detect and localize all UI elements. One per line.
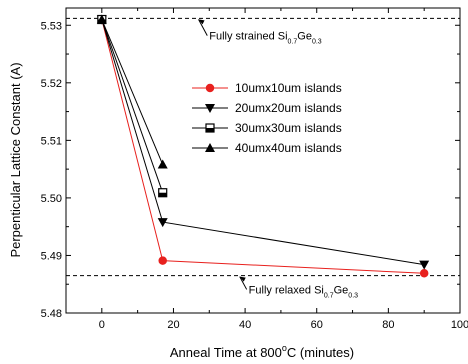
annotation-text: Fully strained Si	[209, 31, 287, 43]
data-point	[419, 269, 429, 278]
annotation-subscript: 0.7	[288, 39, 298, 46]
x-tick-label: 20	[167, 319, 179, 331]
data-point	[158, 188, 168, 198]
legend-label: 10umx10um islands	[235, 81, 342, 95]
axis-ticks	[66, 8, 461, 314]
series-line	[101, 19, 164, 165]
annotation-text: Fully relaxed Si	[249, 284, 324, 296]
legend-label: 30umx30um islands	[235, 121, 342, 135]
data-point	[419, 260, 430, 270]
data-point	[205, 143, 215, 152]
plot-frame	[65, 7, 461, 314]
annotation-subscript: 0.3	[312, 39, 322, 46]
data-point	[158, 256, 167, 265]
data-point	[157, 159, 168, 169]
annotation-arrowhead	[239, 276, 246, 282]
x-axis-label-prefix: Anneal Time at 800	[170, 345, 282, 360]
data-point	[205, 123, 215, 133]
annotation-subscript: 0.3	[348, 292, 358, 299]
annotation-subscript: 0.7	[324, 292, 334, 299]
x-tick-label: 40	[239, 319, 251, 331]
x-tick-label: 100	[451, 319, 468, 331]
legend-item: 20umx20um islands	[192, 101, 342, 115]
y-axis-label: Perpenticular Lattice Constant (A)	[8, 62, 23, 257]
x-axis-label-suffix: C (minutes)	[287, 345, 354, 360]
legend-label: 20umx20um islands	[235, 101, 342, 115]
legend-item: 10umx10um islands	[192, 81, 342, 95]
legend-label: 40umx40um islands	[235, 141, 342, 155]
annotation-arrow	[198, 19, 208, 36]
x-tick-label: 0	[99, 319, 105, 331]
y-tick-label: 5.48	[41, 308, 62, 320]
y-tick-label: 5.49	[41, 250, 62, 262]
x-axis-label-sup: o	[282, 343, 287, 353]
x-tick-label: 80	[382, 319, 394, 331]
y-tick-label: 5.53	[41, 20, 62, 32]
legend: 10umx10um islands 20umx20um islands 30umx3…	[192, 81, 342, 155]
series-line	[101, 19, 164, 193]
data-series	[96, 14, 430, 278]
data-point	[205, 83, 215, 93]
reference-lines	[66, 17, 460, 277]
data-point-fill	[206, 128, 214, 132]
series-4	[96, 14, 168, 169]
data-point	[96, 14, 107, 24]
x-tick-label: 60	[311, 319, 323, 331]
axis-tick-labels: 0 20 40 60 80 100 5.48 5.49 5.50 5.51 5.52 5.53	[41, 20, 468, 331]
data-point	[205, 104, 215, 113]
annotation-label: Fully relaxed Si0.7Ge0.3	[249, 284, 358, 299]
x-axis-label: Anneal Time at 800oC (minutes)	[170, 343, 354, 360]
y-tick-label: 5.51	[41, 135, 62, 147]
annotation-arrowhead	[198, 19, 205, 25]
y-tick-label: 5.52	[41, 78, 62, 90]
legend-item: 30umx30um islands	[192, 121, 342, 135]
annotation-text: Ge	[334, 284, 349, 296]
legend-item: 40umx40um islands	[192, 141, 342, 155]
y-tick-label: 5.50	[41, 193, 62, 205]
annotation-arrow	[239, 276, 248, 290]
data-point-fill	[158, 192, 167, 197]
annotation-text: Ge	[297, 31, 312, 43]
data-point	[157, 218, 168, 228]
annotation-label: Fully strained Si0.7Ge0.3	[209, 31, 322, 46]
